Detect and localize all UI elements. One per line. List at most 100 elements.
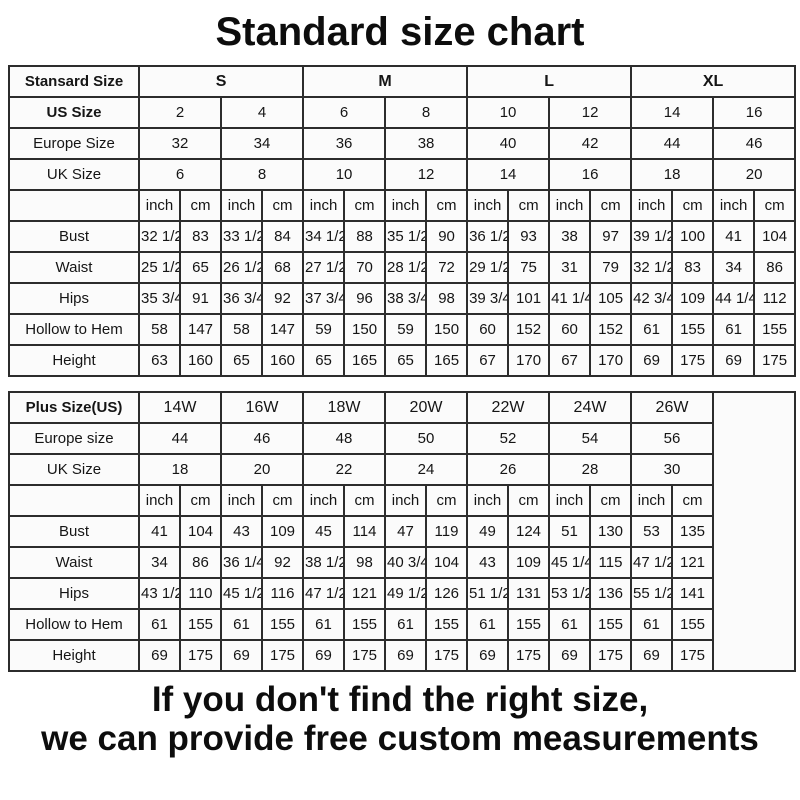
size-cell: 28 1/2 [384, 251, 428, 284]
size-cell: 18 [138, 453, 222, 486]
size-cell: 98 [343, 546, 386, 579]
size-cell: 155 [589, 608, 632, 641]
size-cell: M [302, 65, 469, 98]
table-row: inch cm inch cm inch cm inch cm inch cm inch cm inch… [8, 189, 797, 222]
size-cell: 38 1/2 [302, 546, 345, 579]
size-cell: cm [671, 484, 714, 517]
size-cell: 104 [425, 546, 468, 579]
table-row: Europe Size 32 34 36 38 40 42 44 46 [8, 127, 797, 160]
size-cell: 45 [302, 515, 345, 548]
size-cell: 69 [630, 639, 673, 672]
size-cell: 61 [302, 608, 345, 641]
row-label: Plus Size(US) [8, 391, 140, 424]
size-cell: 14 [630, 96, 715, 129]
size-cell: 36 1/2 [466, 220, 510, 253]
size-cell: cm [343, 484, 386, 517]
size-cell: 47 1/2 [630, 546, 673, 579]
size-cell: 155 [671, 608, 714, 641]
size-cell: S [137, 65, 305, 98]
size-cell: 44 [138, 422, 222, 455]
table-row: Hollow to Hem 61 155 61 155 61 155 61 155 61 155 61… [8, 608, 795, 641]
size-cell: 175 [179, 639, 222, 672]
size-cell: 67 [548, 344, 592, 377]
size-cell: inch [302, 484, 345, 517]
table-row: Stansard Size S M L XL [8, 65, 797, 98]
table-row: Height 69 175 69 175 69 175 69 175 69 175 69 175 69 17… [8, 639, 795, 672]
size-cell: 165 [425, 344, 469, 377]
size-cell: 45 1/2 [220, 577, 263, 610]
size-cell: 18 [630, 158, 715, 191]
row-label: Hollow to Hem [8, 608, 140, 641]
size-cell: 65 [179, 251, 222, 284]
size-cell: 44 1/4 [712, 282, 756, 315]
size-cell: 147 [179, 313, 222, 346]
size-cell: 38 [548, 220, 592, 253]
size-cell: 14W [138, 391, 222, 424]
size-cell: 38 3/4 [384, 282, 428, 315]
size-cell: 98 [425, 282, 469, 315]
size-cell: 39 3/4 [466, 282, 510, 315]
standard-size-table: Stansard Size S M L XL US Size 2 4 6 8 10 12 14 16 Eur… [8, 65, 797, 377]
size-cell: 51 1/2 [466, 577, 509, 610]
footer-note-line1: If you don't find the right size, [151, 680, 649, 719]
size-cell: inch [548, 189, 592, 222]
size-cell: 155 [753, 313, 797, 346]
size-cell: XL [630, 65, 797, 98]
size-cell: 116 [261, 577, 304, 610]
size-cell: 54 [548, 422, 632, 455]
size-cell: 46 [712, 127, 797, 160]
size-cell: 30 [630, 453, 714, 486]
size-cell: 6 [302, 96, 387, 129]
size-cell: 44 [630, 127, 715, 160]
size-cell: 69 [630, 344, 674, 377]
size-cell: 110 [179, 577, 222, 610]
size-cell: inch [220, 189, 263, 222]
size-cell: 104 [179, 515, 222, 548]
size-cell: 16W [220, 391, 304, 424]
size-cell: inch [466, 484, 509, 517]
size-cell: 68 [260, 251, 305, 284]
size-cell: 41 [138, 515, 181, 548]
size-cell: 165 [343, 344, 387, 377]
size-cell: 47 [384, 515, 427, 548]
page-title: Standard size chart [215, 10, 585, 54]
row-label: Europe size [8, 422, 140, 455]
size-cell: 46 [220, 422, 304, 455]
size-cell: 12 [548, 96, 633, 129]
size-cell: 61 [630, 608, 673, 641]
size-cell: 119 [425, 515, 468, 548]
size-cell: 41 1/4 [548, 282, 592, 315]
size-cell: 93 [507, 220, 551, 253]
size-cell: 8 [384, 96, 469, 129]
size-cell: 42 [548, 127, 633, 160]
size-cell: 65 [220, 344, 263, 377]
size-cell: cm [671, 189, 715, 222]
size-cell: 96 [343, 282, 387, 315]
size-cell: 34 [219, 127, 305, 160]
size-cell: 70 [343, 251, 387, 284]
size-cell: 20W [384, 391, 468, 424]
size-cell: 115 [589, 546, 632, 579]
size-cell: 28 [548, 453, 632, 486]
size-cell: 136 [589, 577, 632, 610]
size-cell: 42 3/4 [630, 282, 674, 315]
size-cell: 88 [343, 220, 387, 253]
size-cell: 175 [261, 639, 304, 672]
size-cell: 34 1/2 [302, 220, 346, 253]
size-cell: 8 [219, 158, 305, 191]
size-cell: 83 [671, 251, 715, 284]
size-cell: 121 [343, 577, 386, 610]
size-cell: cm [507, 484, 550, 517]
size-cell: 175 [671, 639, 714, 672]
size-cell: 121 [671, 546, 714, 579]
size-cell: 63 [138, 344, 181, 377]
size-cell: 105 [589, 282, 633, 315]
table-row: Hips 43 1/2 110 45 1/2 116 47 1/2 121 49 1/2 126… [8, 577, 795, 610]
row-label: Height [8, 639, 140, 672]
size-cell: 12 [384, 158, 469, 191]
size-cell: 114 [343, 515, 386, 548]
size-cell: inch [220, 484, 263, 517]
size-cell: 16 [712, 96, 797, 129]
size-cell: 61 [630, 313, 674, 346]
